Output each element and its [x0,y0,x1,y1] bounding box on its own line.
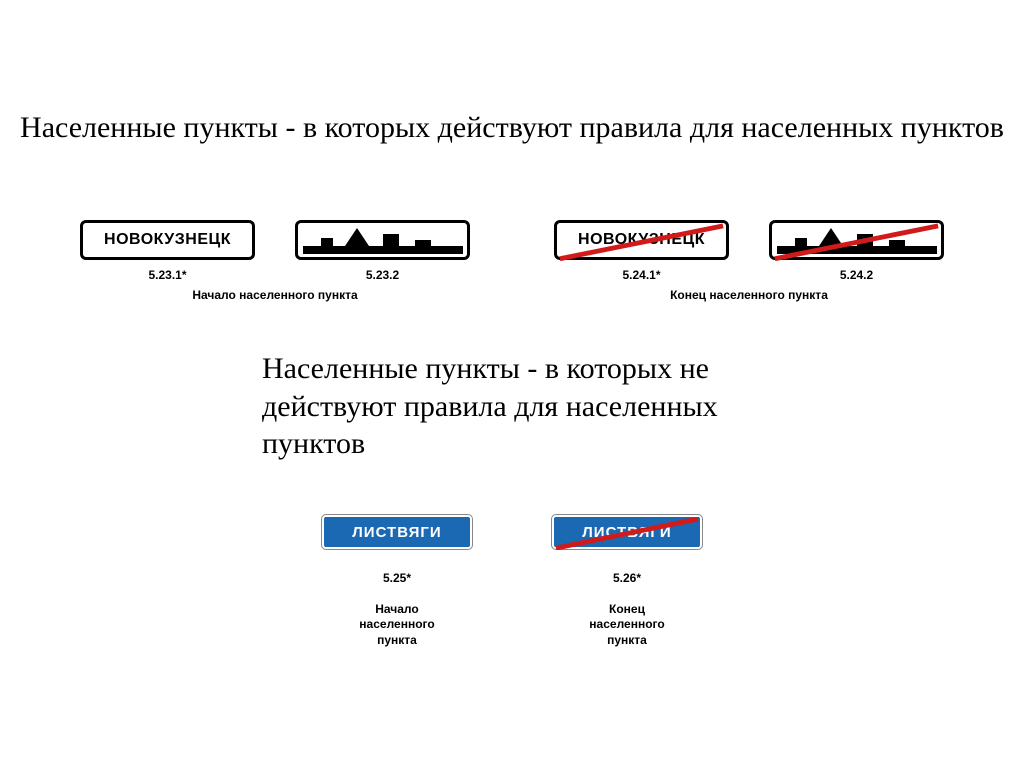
sign-block: НОВОКУЗНЕЦК 5.23.1* [80,220,255,282]
sign-block: ЛИСТВЯГИ 5.26* Конец населенного пункта [552,515,702,649]
slide: Населенные пункты - в которых действуют … [0,0,1024,767]
sign-code-caption: 5.25* Начало населенного пункта [359,555,434,649]
sign-5-25: ЛИСТВЯГИ [322,515,472,549]
sign-caption: Начало населенного пункта [359,602,434,647]
sign-code: 5.24.1* [622,268,660,282]
group-caption-end: Конец населенного пункта [670,288,828,302]
sign-label: ЛИСТВЯГИ [352,524,441,541]
sign-label: НОВОКУЗНЕЦК [104,231,231,249]
group-end-white: НОВОКУЗНЕЦК 5.24.1* [554,220,944,302]
group-start-white: НОВОКУЗНЕЦК 5.23.1* 5.23.2 Начало населе… [80,220,470,302]
sign-block: ЛИСТВЯГИ 5.25* Начало населенного пункта [322,515,472,649]
row-blue-signs: ЛИСТВЯГИ 5.25* Начало населенного пункта… [0,515,1024,649]
sign-block: 5.23.2 [295,220,470,282]
sign-label: ЛИСТВЯГИ [582,524,671,541]
sign-label: НОВОКУЗНЕЦК [578,231,705,249]
group-caption-start: Начало населенного пункта [192,288,357,302]
sign-5-26: ЛИСТВЯГИ [552,515,702,549]
sign-code: 5.23.2 [366,268,399,282]
sign-5-24-2 [769,220,944,260]
sign-code: 5.26* [613,571,641,585]
sign-block: НОВОКУЗНЕЦК 5.24.1* [554,220,729,282]
sign-code: 5.24.2 [840,268,873,282]
sign-caption: Конец населенного пункта [589,602,664,647]
heading-secondary: Населенные пункты - в которых не действу… [262,350,762,463]
sign-5-24-1: НОВОКУЗНЕЦК [554,220,729,260]
sign-5-23-1: НОВОКУЗНЕЦК [80,220,255,260]
city-silhouette-icon [777,226,937,254]
sign-5-23-2 [295,220,470,260]
city-silhouette-icon [303,226,463,254]
sign-code: 5.23.1* [148,268,186,282]
sign-block: 5.24.2 [769,220,944,282]
row-white-signs: НОВОКУЗНЕЦК 5.23.1* 5.23.2 Начало населе… [80,220,944,302]
heading-primary: Населенные пункты - в которых действуют … [0,110,1024,146]
sign-code: 5.25* [383,571,411,585]
sign-code-caption: 5.26* Конец населенного пункта [589,555,664,649]
